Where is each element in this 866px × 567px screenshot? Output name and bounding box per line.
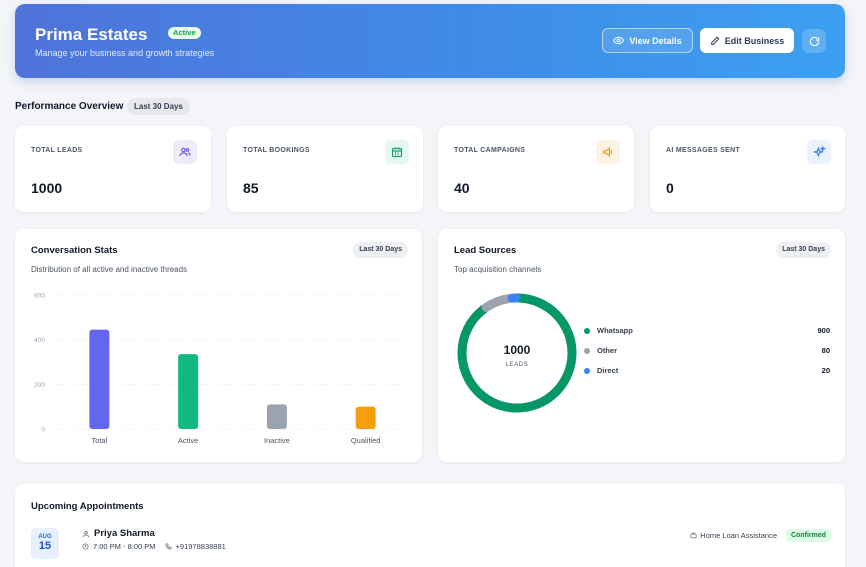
- view-details-label: View Details: [629, 35, 682, 46]
- x-tick-label: Inactive: [264, 436, 290, 445]
- x-tick-label: Active: [178, 436, 198, 445]
- user-icon: [82, 530, 90, 537]
- stat-card-ai-messages: AI MESSAGES SENT 0: [650, 126, 845, 212]
- section-title: Performance Overview: [15, 101, 124, 112]
- eye-icon: [613, 36, 625, 45]
- users-icon: [173, 140, 197, 164]
- calendar-icon: [385, 140, 409, 164]
- appointment-service: Home Loan Assistance: [690, 531, 777, 540]
- legend-value: 80: [821, 346, 830, 355]
- megaphone-icon: [596, 140, 620, 164]
- view-details-button[interactable]: View Details: [602, 28, 693, 53]
- pencil-icon: [710, 36, 720, 45]
- stat-label: TOTAL CAMPAIGNS: [454, 147, 526, 154]
- donut-slice-direct[interactable]: [457, 293, 577, 413]
- legend-item-other: Other 80: [584, 345, 830, 357]
- legend-dot: [584, 368, 590, 374]
- x-tick-label: Qualified: [351, 436, 381, 445]
- legend-name: Direct: [597, 366, 619, 375]
- y-tick-label: 200: [34, 382, 45, 389]
- sparkles-icon: [807, 140, 831, 164]
- card-title: Lead Sources: [454, 245, 517, 256]
- bar-total[interactable]: [89, 329, 110, 429]
- stat-label: TOTAL LEADS: [31, 147, 83, 154]
- legend-name: Other: [597, 346, 618, 355]
- lead-sources-donut-chart: 1000 LEADS: [457, 293, 577, 413]
- stat-card-total-leads: TOTAL LEADS 1000: [15, 126, 211, 212]
- stat-label: TOTAL BOOKINGS: [243, 147, 310, 154]
- edit-business-label: Edit Business: [724, 35, 785, 46]
- edit-business-button[interactable]: Edit Business: [700, 28, 794, 53]
- status-badge: Active: [168, 27, 201, 39]
- appointment-day: 15: [38, 540, 52, 552]
- business-name: Prima Estates: [35, 25, 148, 44]
- y-tick-label: 400: [34, 337, 45, 344]
- appointment-date: AUG 15: [31, 528, 59, 559]
- appointment-client[interactable]: Priya Sharma: [82, 528, 155, 539]
- x-tick-label: Total: [91, 436, 107, 445]
- card-subtitle: Distribution of all active and inactive …: [31, 265, 188, 274]
- donut-center-label: LEADS: [506, 362, 529, 368]
- appointment-phone: +91978838881: [175, 542, 226, 551]
- service-name: Home Loan Assistance: [700, 531, 777, 540]
- stat-value: 40: [454, 180, 470, 196]
- period-badge: Last 30 Days: [127, 98, 190, 115]
- stat-value: 0: [666, 180, 674, 196]
- refresh-icon: [809, 36, 819, 46]
- card-title: Conversation Stats: [31, 245, 118, 256]
- y-tick-label: 0: [41, 427, 45, 434]
- legend-item-whatsapp: Whatsapp 900: [584, 325, 830, 337]
- card-subtitle: Top acquisition channels: [454, 265, 542, 274]
- period-badge: Last 30 Days: [353, 242, 408, 258]
- legend-name: Whatsapp: [597, 326, 633, 335]
- refresh-button[interactable]: [802, 29, 826, 53]
- conversation-stats-card: Conversation Stats Last 30 Days Distribu…: [15, 229, 422, 462]
- legend-dot: [584, 328, 590, 334]
- business-header: Prima Estates Active Manage your busines…: [15, 4, 845, 78]
- business-subtitle: Manage your business and growth strategi…: [35, 48, 215, 58]
- client-name: Priya Sharma: [94, 528, 155, 539]
- appointment-meta: 7:00 PM - 8:00 PM +91978838881: [82, 542, 226, 551]
- phone-icon: [165, 543, 172, 550]
- appointment-time: 7:00 PM - 8:00 PM: [93, 542, 156, 551]
- clock-icon: [82, 543, 89, 550]
- stat-value: 85: [243, 180, 259, 196]
- conversation-bar-chart: 0 200 400 600 Total Active Inactive Qualified: [34, 293, 410, 445]
- appointment-month: AUG: [38, 534, 52, 540]
- briefcase-icon: [690, 532, 697, 539]
- donut-center-value: 1000: [504, 343, 531, 357]
- bar-active[interactable]: [178, 354, 199, 429]
- legend-value: 900: [817, 326, 830, 335]
- stat-label: AI MESSAGES SENT: [666, 147, 741, 154]
- legend-value: 20: [821, 366, 830, 375]
- legend-item-direct: Direct 20: [584, 365, 830, 377]
- appointment-status-badge: Confirmed: [786, 529, 831, 542]
- y-tick-label: 600: [34, 293, 45, 300]
- stat-card-total-bookings: TOTAL BOOKINGS 85: [227, 126, 423, 212]
- appointments-card: Upcoming Appointments AUG 15 Priya Sharm…: [15, 484, 845, 567]
- card-title: Upcoming Appointments: [31, 501, 144, 512]
- legend-dot: [584, 348, 590, 354]
- stat-card-total-campaigns: TOTAL CAMPAIGNS 40: [438, 126, 634, 212]
- bar-qualified[interactable]: [355, 406, 376, 429]
- period-badge: Last 30 Days: [776, 242, 831, 258]
- bar-inactive[interactable]: [266, 404, 287, 429]
- stat-value: 1000: [31, 180, 63, 196]
- lead-sources-card: Lead Sources Last 30 Days Top acquisitio…: [438, 229, 845, 462]
